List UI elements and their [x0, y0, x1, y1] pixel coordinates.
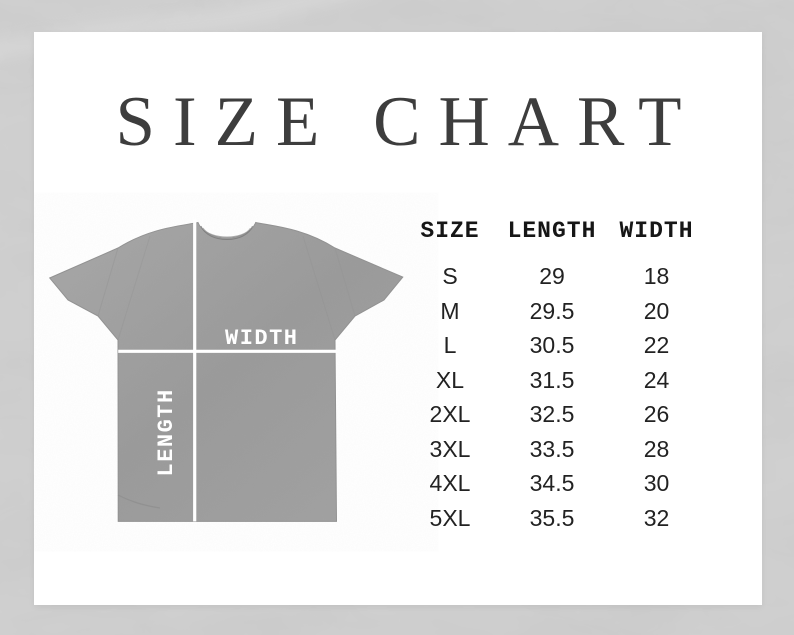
svg-text:LENGTH: LENGTH — [154, 388, 179, 476]
svg-text:WIDTH: WIDTH — [225, 326, 299, 351]
